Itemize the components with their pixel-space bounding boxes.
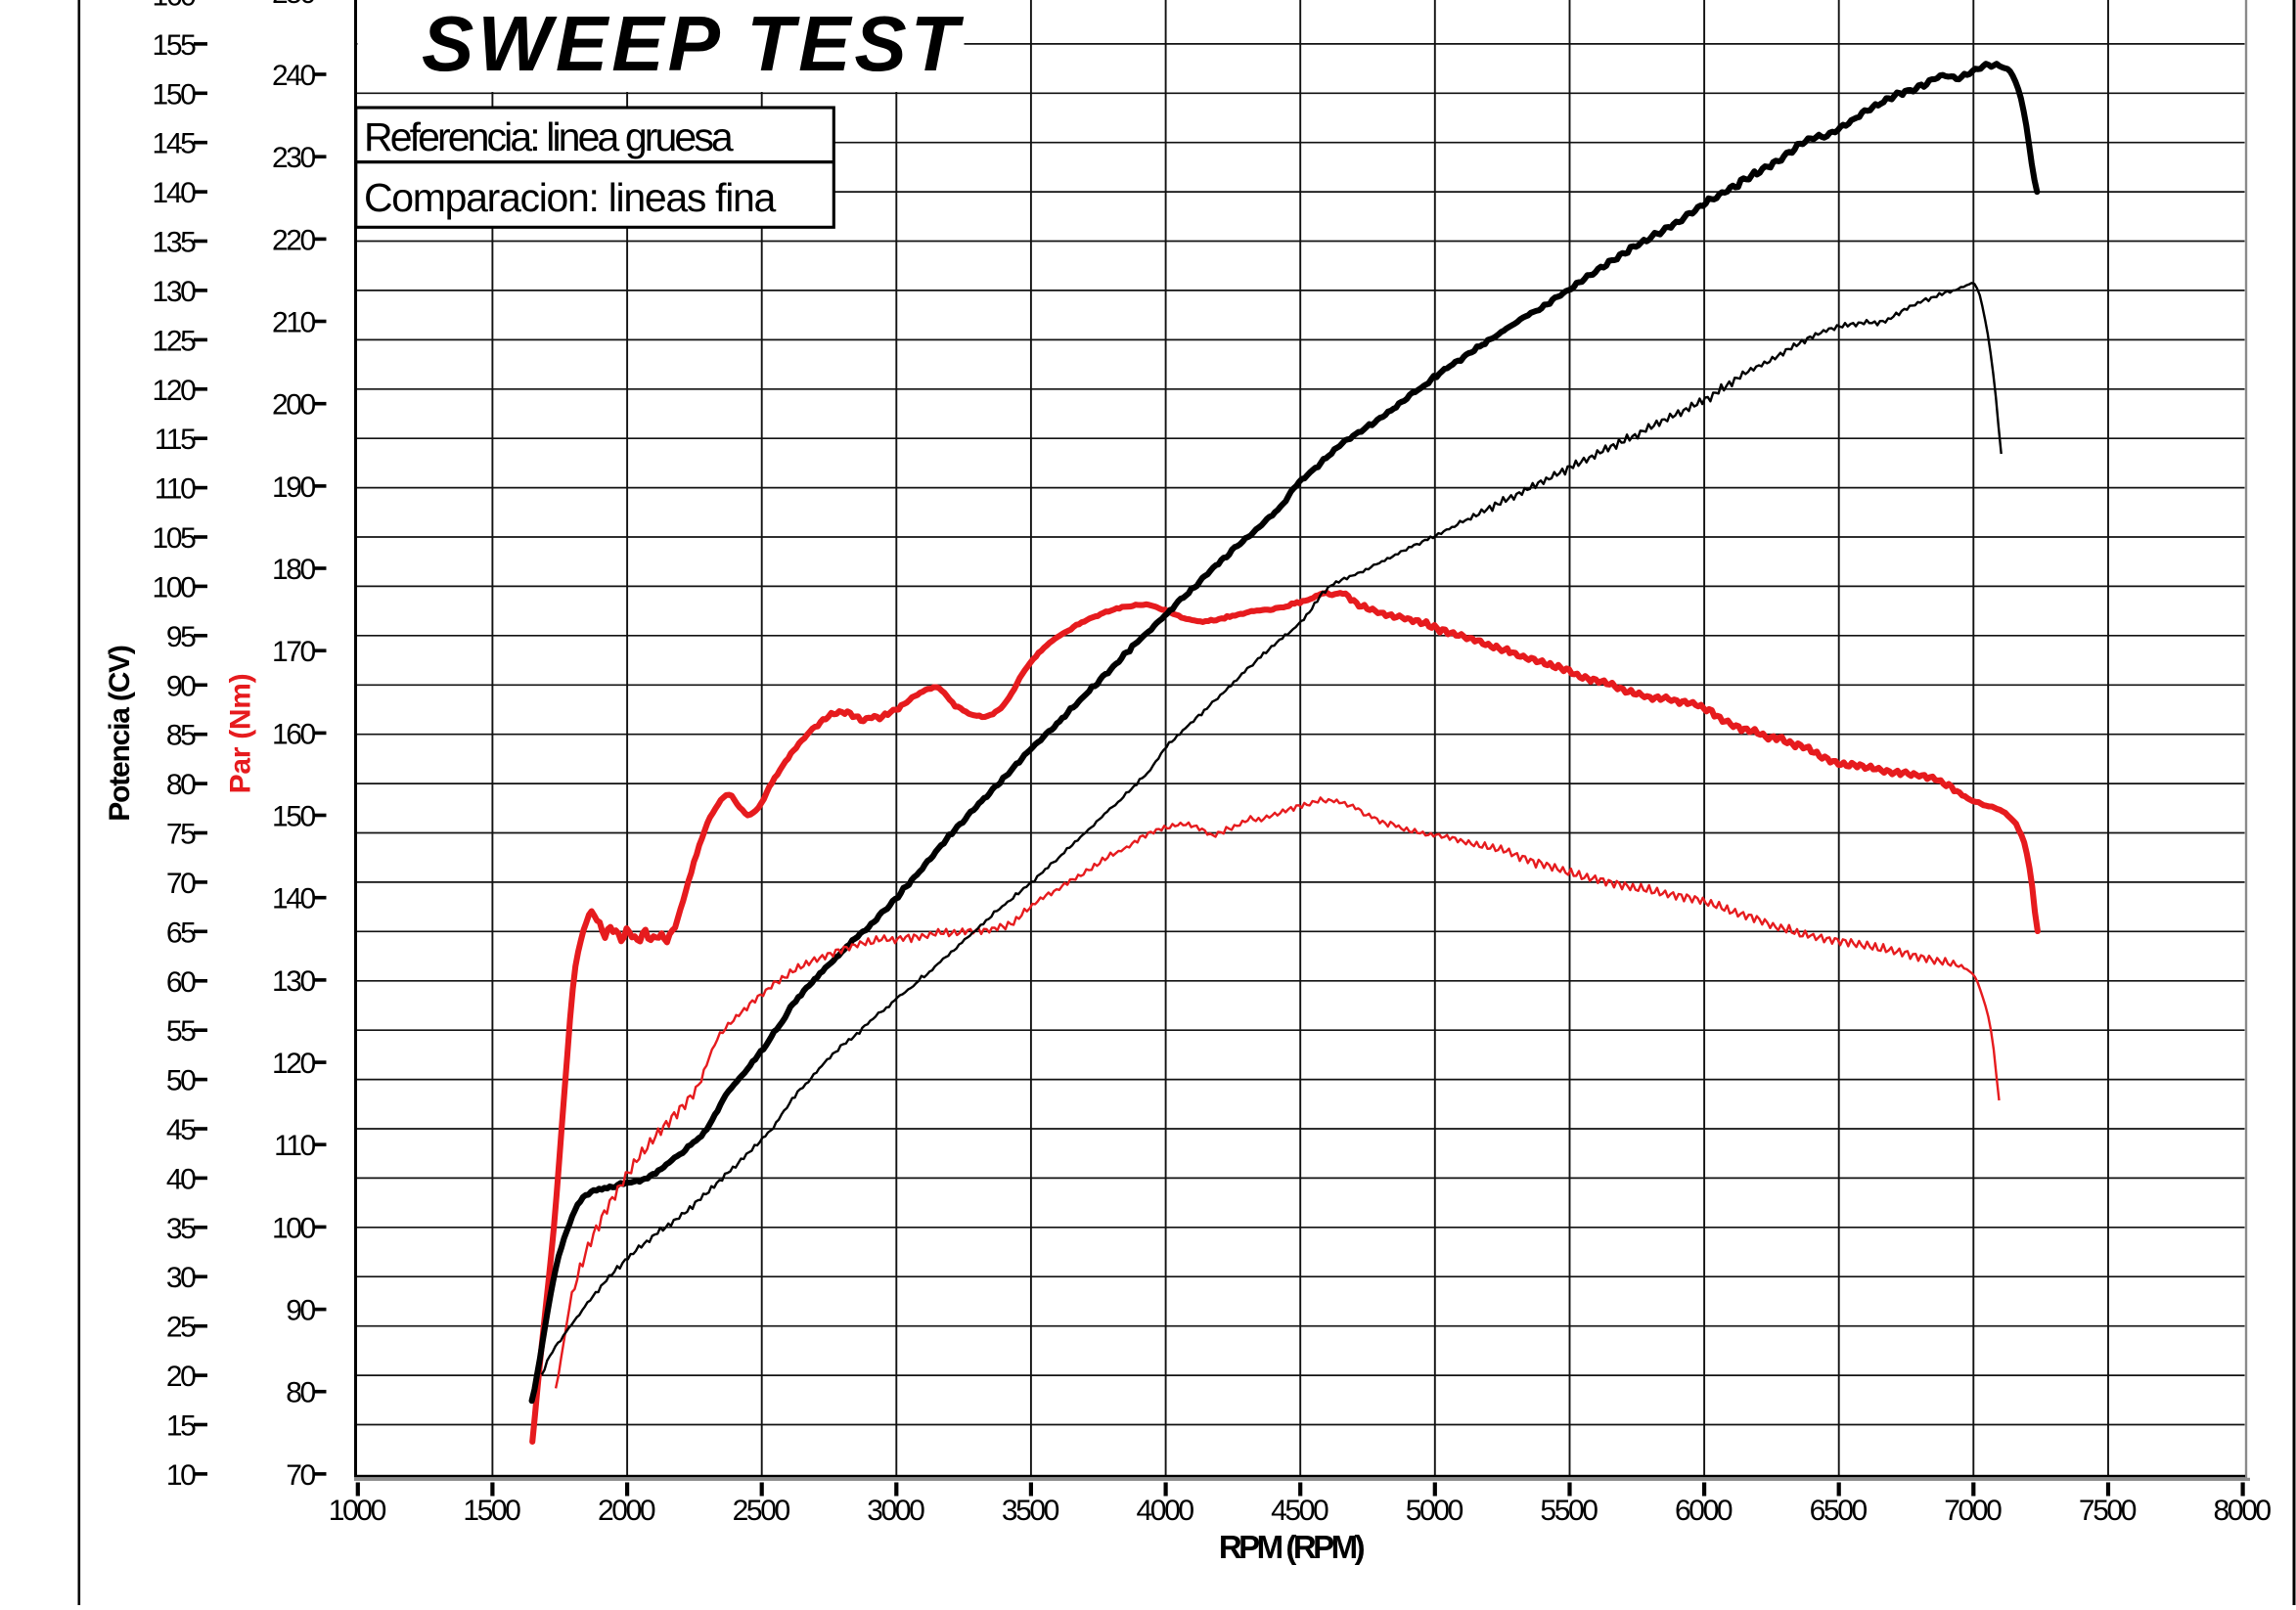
- svg-text:90: 90: [166, 670, 196, 702]
- svg-text:Referencia: linea gruesa: Referencia: linea gruesa: [364, 114, 734, 159]
- svg-text:6500: 6500: [1810, 1495, 1868, 1527]
- svg-text:4500: 4500: [1271, 1495, 1328, 1527]
- svg-text:Potencia (CV): Potencia (CV): [104, 646, 136, 822]
- svg-text:190: 190: [272, 471, 316, 504]
- svg-text:120: 120: [272, 1048, 316, 1080]
- svg-text:Par (Nm): Par (Nm): [225, 674, 257, 794]
- svg-text:200: 200: [272, 389, 316, 422]
- svg-text:100: 100: [272, 1212, 316, 1244]
- svg-text:50: 50: [166, 1065, 196, 1097]
- svg-text:25: 25: [166, 1312, 196, 1344]
- svg-text:150: 150: [272, 801, 316, 833]
- svg-text:150: 150: [153, 78, 197, 111]
- svg-text:35: 35: [166, 1213, 196, 1245]
- svg-text:RPM (RPM): RPM (RPM): [1219, 1529, 1365, 1565]
- svg-text:160: 160: [153, 0, 197, 13]
- svg-text:65: 65: [166, 917, 196, 949]
- svg-text:8000: 8000: [2214, 1495, 2272, 1527]
- svg-text:SWEEP TEST: SWEEP TEST: [422, 0, 965, 87]
- svg-text:180: 180: [272, 554, 316, 586]
- svg-text:1000: 1000: [329, 1495, 386, 1527]
- svg-text:6000: 6000: [1675, 1495, 1733, 1527]
- svg-text:105: 105: [153, 522, 197, 555]
- svg-text:115: 115: [155, 424, 196, 456]
- svg-text:95: 95: [166, 621, 196, 653]
- svg-text:7500: 7500: [2079, 1495, 2137, 1527]
- svg-text:230: 230: [272, 142, 316, 174]
- svg-text:Comparacion: lineas fina: Comparacion: lineas fina: [364, 175, 777, 220]
- svg-text:240: 240: [272, 60, 316, 92]
- svg-text:155: 155: [153, 29, 197, 62]
- svg-text:210: 210: [272, 307, 316, 339]
- svg-text:3500: 3500: [1002, 1495, 1059, 1527]
- svg-text:90: 90: [286, 1295, 315, 1327]
- svg-text:130: 130: [153, 276, 197, 308]
- svg-text:170: 170: [272, 636, 316, 668]
- svg-text:20: 20: [166, 1361, 196, 1393]
- svg-text:1500: 1500: [463, 1495, 520, 1527]
- svg-text:70: 70: [286, 1459, 315, 1492]
- svg-text:160: 160: [272, 718, 316, 750]
- svg-text:5000: 5000: [1406, 1495, 1463, 1527]
- svg-text:45: 45: [166, 1114, 196, 1146]
- svg-text:10: 10: [166, 1459, 196, 1492]
- svg-text:100: 100: [153, 571, 197, 604]
- svg-text:30: 30: [166, 1262, 196, 1294]
- svg-text:75: 75: [166, 819, 196, 851]
- svg-text:55: 55: [166, 1015, 196, 1048]
- svg-text:135: 135: [153, 227, 197, 259]
- svg-text:85: 85: [166, 720, 196, 752]
- svg-text:2000: 2000: [598, 1495, 655, 1527]
- svg-text:80: 80: [286, 1377, 315, 1409]
- svg-text:15: 15: [166, 1410, 196, 1443]
- svg-text:60: 60: [166, 966, 196, 999]
- svg-text:140: 140: [272, 883, 316, 916]
- svg-text:130: 130: [272, 965, 316, 998]
- svg-text:110: 110: [274, 1130, 315, 1162]
- svg-text:7000: 7000: [1944, 1495, 2002, 1527]
- svg-text:250: 250: [272, 0, 316, 10]
- svg-text:3000: 3000: [867, 1495, 924, 1527]
- svg-text:4000: 4000: [1137, 1495, 1194, 1527]
- svg-text:220: 220: [272, 224, 316, 256]
- svg-text:145: 145: [153, 128, 197, 160]
- svg-text:5500: 5500: [1540, 1495, 1598, 1527]
- svg-text:120: 120: [153, 375, 197, 407]
- svg-text:125: 125: [153, 325, 197, 357]
- svg-text:70: 70: [166, 868, 196, 900]
- svg-text:2500: 2500: [733, 1495, 790, 1527]
- svg-text:80: 80: [166, 769, 196, 801]
- svg-text:40: 40: [166, 1163, 196, 1195]
- svg-text:140: 140: [153, 177, 197, 209]
- svg-text:110: 110: [155, 473, 196, 506]
